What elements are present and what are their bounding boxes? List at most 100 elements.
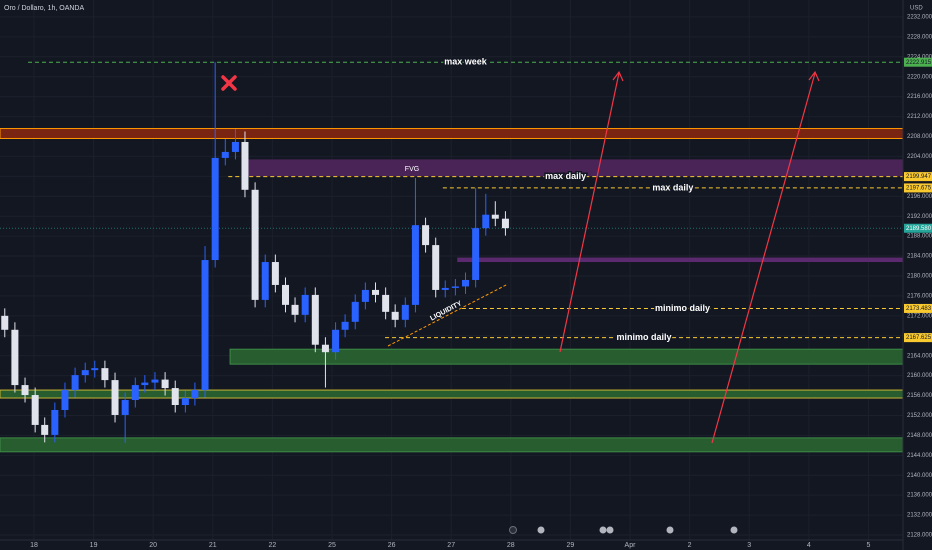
- y-tick-label: 2192.000: [907, 214, 932, 220]
- x-tick-label: 26: [388, 542, 396, 549]
- x-tick-label: 3: [747, 542, 751, 549]
- candle-body: [21, 385, 29, 396]
- x-tick-label: 2: [688, 542, 692, 549]
- candle-body: [71, 375, 79, 391]
- y-tick-label: 2212.000: [907, 114, 932, 120]
- candle-body: [501, 218, 509, 229]
- x-tick-label: 4: [807, 542, 811, 549]
- candle-body: [201, 260, 209, 391]
- x-tick-label: 29: [567, 542, 575, 549]
- candle-body: [441, 287, 449, 290]
- price-tag: [904, 183, 932, 193]
- candle-body: [41, 424, 49, 435]
- y-tick-label: 2224.000: [907, 54, 932, 60]
- price-tag-label: 2222.915: [906, 60, 932, 66]
- x-tick-label: 27: [447, 542, 455, 549]
- chart-title: Oro / Dollaro, 1h, OANDA: [4, 5, 84, 12]
- x-tick-label: 20: [149, 542, 157, 549]
- y-tick-label: 2136.000: [907, 493, 932, 499]
- event-icons: [509, 526, 738, 534]
- candle-body: [432, 245, 440, 290]
- arrow-head: [808, 70, 820, 82]
- cross-mark: [221, 75, 237, 91]
- candle-body: [131, 385, 139, 401]
- candle-body: [231, 141, 239, 152]
- candle-body: [321, 344, 329, 353]
- candle-body: [111, 380, 119, 415]
- x-tick-label: 5: [866, 542, 870, 549]
- zone: [229, 348, 904, 365]
- candle-body: [221, 151, 229, 158]
- x-tick-label: 22: [268, 542, 276, 549]
- candle-body: [391, 311, 399, 320]
- candle-body: [241, 141, 249, 190]
- price-tag: [904, 333, 932, 343]
- y-tick-label: 2228.000: [907, 34, 932, 40]
- candle-body: [361, 289, 369, 302]
- level-label: minimo daily: [617, 332, 672, 342]
- arrow-head: [612, 70, 624, 82]
- annotation: FVG: [405, 166, 419, 173]
- candle-body: [1, 315, 9, 330]
- candle-body: [101, 368, 109, 381]
- candle-body: [51, 409, 59, 435]
- event-icon: [606, 526, 614, 534]
- y-tick-label: 2188.000: [907, 234, 932, 240]
- arrow: [711, 72, 816, 444]
- price-tag: [904, 57, 932, 67]
- candle-body: [462, 279, 470, 287]
- x-tick-label: 28: [507, 542, 515, 549]
- level-label: max week: [444, 57, 488, 67]
- event-icon: [537, 526, 545, 534]
- arrows: [559, 70, 820, 444]
- candle-body: [261, 262, 269, 300]
- price-tag: [904, 223, 932, 233]
- y-tick-label: 2172.000: [907, 313, 932, 319]
- y-tick-label: 2160.000: [907, 373, 932, 379]
- y-tick-label: 2176.000: [907, 293, 932, 299]
- x-tick-label: 18: [30, 542, 38, 549]
- candle-body: [171, 388, 179, 405]
- candle-body: [482, 214, 490, 229]
- y-tick-label: 2220.000: [907, 74, 932, 80]
- candle-body: [161, 379, 169, 389]
- y-tick-label: 2208.000: [907, 134, 932, 140]
- price-tag-label: 2173.483: [906, 306, 932, 312]
- y-tick-label: 2132.000: [907, 513, 932, 519]
- currency: USD: [910, 6, 923, 12]
- y-tick-label: 2196.000: [907, 194, 932, 200]
- x-tick-label: 25: [328, 542, 336, 549]
- price-tag: [904, 303, 932, 313]
- y-tick-label: 2128.000: [907, 533, 932, 539]
- y-tick-label: 2144.000: [907, 453, 932, 459]
- event-icon: [666, 526, 674, 534]
- price-tag-label: 2167.625: [906, 335, 932, 341]
- candle-body: [181, 398, 189, 405]
- candle-body: [341, 321, 349, 330]
- candle-body: [311, 294, 319, 345]
- candle-body: [491, 214, 499, 219]
- plot-area: [0, 61, 904, 453]
- candle-body: [332, 329, 340, 353]
- y-tick-label: 2156.000: [907, 393, 932, 399]
- candle-body: [351, 301, 359, 322]
- candle-body: [451, 286, 459, 288]
- candle-body: [372, 289, 380, 295]
- candle-body: [31, 395, 39, 425]
- x-tick-label: 21: [209, 542, 217, 549]
- candle-body: [282, 284, 290, 305]
- candle-body: [121, 400, 129, 415]
- candle-body: [141, 382, 149, 386]
- event-icon: [599, 526, 607, 534]
- y-tick-label: 2180.000: [907, 274, 932, 280]
- candle-body: [271, 262, 279, 285]
- candle-body: [61, 390, 69, 410]
- candle-body: [301, 294, 309, 315]
- price-tag-label: 2197.675: [906, 186, 932, 192]
- candle-body: [11, 329, 19, 386]
- trend-line: [387, 283, 509, 347]
- y-tick-label: 2148.000: [907, 433, 932, 439]
- y-tick-label: 2204.000: [907, 154, 932, 160]
- x-tick-label: 19: [90, 542, 98, 549]
